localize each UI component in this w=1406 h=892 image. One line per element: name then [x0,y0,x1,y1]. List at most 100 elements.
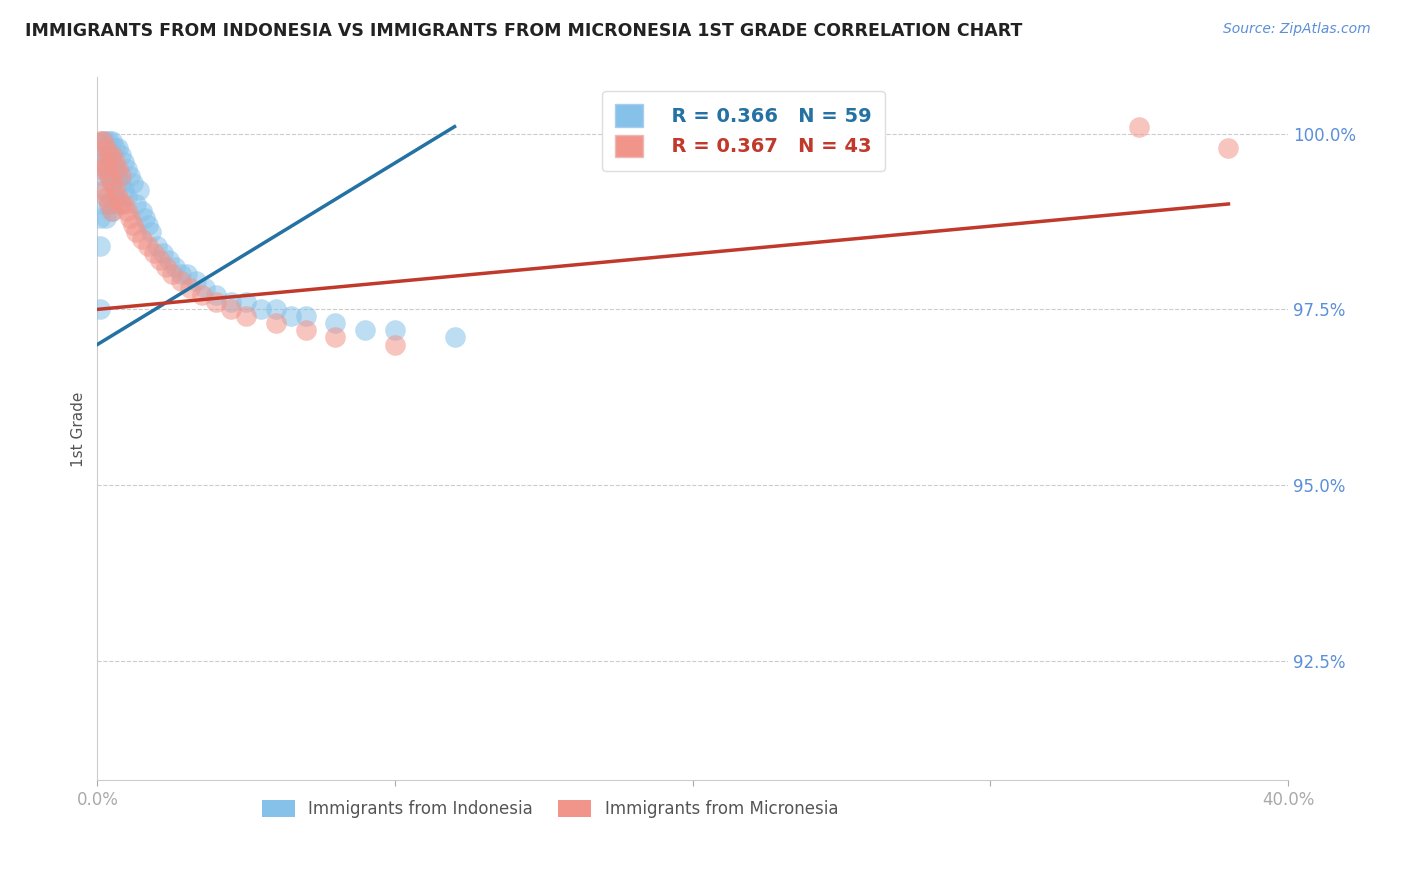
Point [325,317,347,331]
Point [128,183,150,197]
Point [221,295,243,310]
Point [136,218,159,232]
Point [101,147,124,161]
Point [91,169,114,183]
Point [107,169,129,183]
Point [96,147,118,161]
Point [264,317,287,331]
Point [122,176,145,190]
Point [170,267,193,281]
Point [89,211,111,225]
Point [112,197,135,211]
Point [110,176,132,190]
Point [112,154,135,169]
Point [98,134,121,148]
Point [96,211,118,225]
Point [101,204,124,219]
Point [104,161,127,176]
Point [104,190,127,204]
Text: IMMIGRANTS FROM INDONESIA VS IMMIGRANTS FROM MICRONESIA 1ST GRADE CORRELATION CH: IMMIGRANTS FROM INDONESIA VS IMMIGRANTS … [25,22,1022,40]
Point [91,154,114,169]
Point [170,274,193,288]
Point [157,253,180,268]
Point [98,169,121,183]
Point [98,197,121,211]
Point [354,323,377,337]
Point [89,302,111,317]
Point [120,211,142,225]
Point [184,274,207,288]
Point [107,141,129,155]
Point [146,239,169,253]
Point [125,225,148,239]
Point [101,154,124,169]
Point [107,161,129,176]
Point [98,169,121,183]
Point [96,141,118,155]
Text: Source: ZipAtlas.com: Source: ZipAtlas.com [1223,22,1371,37]
Point [1218,141,1240,155]
Point [131,232,153,246]
Legend: Immigrants from Indonesia, Immigrants from Micronesia: Immigrants from Indonesia, Immigrants fr… [254,793,845,825]
Point [384,323,406,337]
Point [110,147,132,161]
Point [120,169,142,183]
Point [107,190,129,204]
Point [91,183,114,197]
Point [101,134,124,148]
Point [91,197,114,211]
Point [264,302,287,317]
Point [163,260,186,275]
Point [235,310,257,324]
Point [96,134,118,148]
Point [115,190,138,204]
Point [104,141,127,155]
Point [384,337,406,351]
Point [96,183,118,197]
Point [101,176,124,190]
Point [131,204,153,219]
Point [122,218,145,232]
Point [193,281,215,295]
Point [294,323,316,337]
Point [125,197,148,211]
Point [176,267,198,281]
Y-axis label: 1st Grade: 1st Grade [72,392,86,467]
Point [142,246,165,260]
Point [115,204,138,219]
Point [250,302,273,317]
Point [91,147,114,161]
Point [280,310,302,324]
Point [221,302,243,317]
Point [136,239,159,253]
Point [98,147,121,161]
Point [110,169,132,183]
Point [89,161,111,176]
Point [179,281,201,295]
Point [91,134,114,148]
Point [96,161,118,176]
Point [190,288,212,302]
Point [155,260,177,275]
Point [110,197,132,211]
Point [98,147,121,161]
Point [294,310,316,324]
Point [112,183,135,197]
Point [91,134,114,148]
Point [325,330,347,344]
Point [152,246,174,260]
Point [98,197,121,211]
Point [160,267,183,281]
Point [205,295,228,310]
Point [89,134,111,148]
Point [139,225,162,239]
Point [443,330,465,344]
Point [89,239,111,253]
Point [205,288,228,302]
Point [96,190,118,204]
Point [115,161,138,176]
Point [101,204,124,219]
Point [96,161,118,176]
Point [134,211,156,225]
Point [104,154,127,169]
